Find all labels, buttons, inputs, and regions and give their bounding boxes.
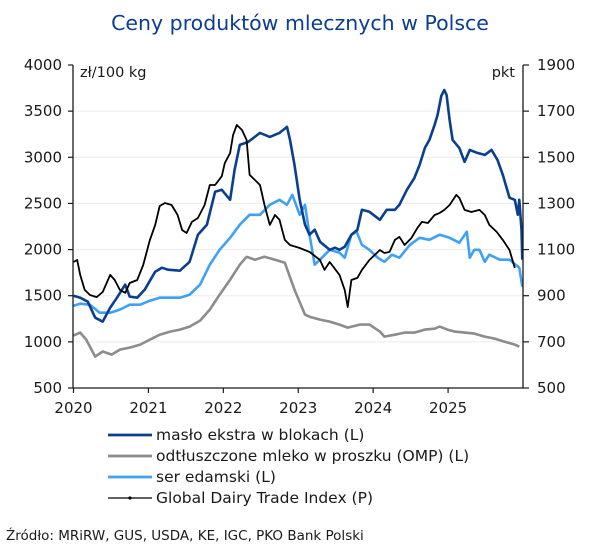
series-line-2 bbox=[73, 193, 524, 314]
left-tick-label: 1500 bbox=[24, 287, 62, 305]
right-tick-label: 700 bbox=[537, 333, 566, 351]
chart-title: Ceny produktów mlecznych w Polsce bbox=[111, 11, 489, 35]
left-tick-label: 2000 bbox=[24, 241, 62, 259]
x-axis-ticks: 2020 2021 2022 2023 2024 2025 bbox=[54, 388, 467, 417]
legend-marker bbox=[128, 496, 132, 500]
right-tick-label: 1700 bbox=[537, 102, 575, 120]
gridlines bbox=[74, 110, 522, 343]
right-tick-label: 1300 bbox=[537, 194, 575, 212]
x-tick-label: 2024 bbox=[354, 399, 392, 417]
left-tick-label: 4000 bbox=[24, 56, 62, 74]
legend-label: odtłuszczone mleko w proszku (OMP) (L) bbox=[156, 447, 469, 465]
right-tick-label: 1900 bbox=[537, 56, 575, 74]
legend: masło ekstra w blokach (L) odtłuszczone m… bbox=[108, 426, 469, 507]
x-tick-label: 2023 bbox=[279, 399, 317, 417]
right-tick-label: 500 bbox=[537, 379, 566, 397]
left-tick-label: 500 bbox=[33, 379, 62, 397]
series-line-0 bbox=[73, 88, 524, 323]
left-axis-ticks: 4000 3500 3000 2500 2000 1500 1000 500 bbox=[24, 56, 73, 397]
left-axis-unit: zł/100 kg bbox=[80, 65, 147, 81]
left-tick-label: 3500 bbox=[24, 102, 62, 120]
series-line-1 bbox=[72, 255, 520, 358]
right-tick-label: 900 bbox=[537, 287, 566, 305]
right-tick-label: 1100 bbox=[537, 241, 575, 259]
x-tick-label: 2021 bbox=[129, 399, 167, 417]
right-tick-label: 1500 bbox=[537, 148, 575, 166]
legend-label: masło ekstra w blokach (L) bbox=[156, 426, 364, 444]
left-tick-label: 3000 bbox=[24, 148, 62, 166]
legend-label: ser edamski (L) bbox=[156, 468, 276, 486]
series-group bbox=[72, 88, 524, 358]
series-line-3 bbox=[73, 124, 516, 308]
right-axis-unit: pkt bbox=[492, 65, 516, 81]
right-axis-ticks: 1900 1700 1500 1300 1100 900 700 500 bbox=[523, 56, 575, 397]
left-tick-label: 1000 bbox=[24, 333, 62, 351]
x-tick-label: 2020 bbox=[54, 399, 92, 417]
x-tick-label: 2022 bbox=[204, 399, 242, 417]
legend-label: Global Dairy Trade Index (P) bbox=[156, 489, 373, 507]
x-tick-label: 2025 bbox=[429, 399, 467, 417]
left-tick-label: 2500 bbox=[24, 194, 62, 212]
source-note: Źródło: MRiRW, GUS, USDA, KE, IGC, PKO B… bbox=[6, 526, 364, 544]
